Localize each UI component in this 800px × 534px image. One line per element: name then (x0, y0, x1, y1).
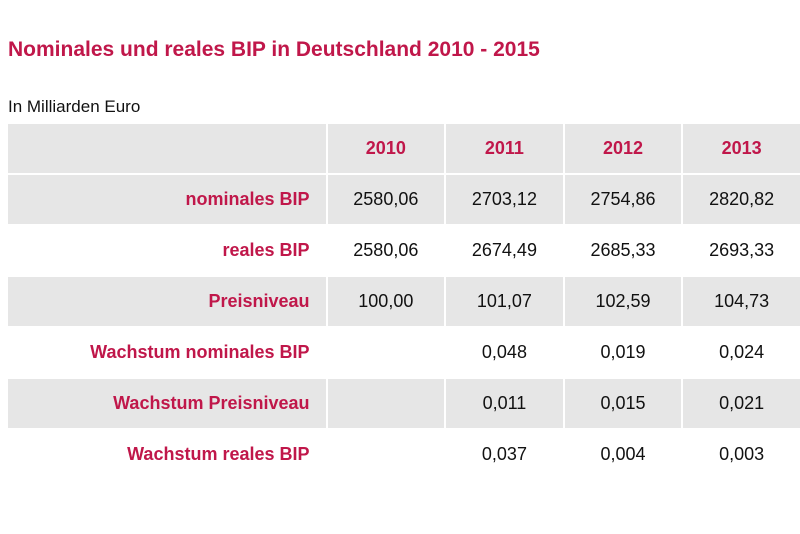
row-label: Wachstum Preisniveau (8, 379, 326, 428)
table-cell: 0,048 (481, 342, 527, 362)
table-cell: 2580,06 (353, 240, 419, 260)
page-title: Nominales und reales BIP in Deutschland … (8, 38, 540, 61)
table-subtitle: In Milliarden Euro (8, 97, 141, 116)
table-cell (328, 328, 445, 377)
table-cell: 0,015 (564, 379, 682, 428)
table-cell: 0,024 (719, 342, 765, 362)
table-cell: 0,003 (719, 444, 765, 464)
row-label: Wachstum reales BIP (127, 444, 310, 464)
table-cell: 2674,49 (471, 240, 537, 260)
table-cell: 0,037 (481, 444, 527, 464)
table-cell: 2820,82 (683, 175, 800, 224)
table-cell: 2754,86 (564, 175, 682, 224)
table-cell: 102,59 (564, 277, 682, 326)
table-cell: 2685,33 (590, 240, 656, 260)
table-cell: 0,019 (600, 342, 646, 362)
table-cell: 100,00 (327, 277, 445, 326)
table-cell: 2693,33 (709, 240, 775, 260)
row-label: reales BIP (222, 240, 310, 260)
table-header-row: 2010 2011 2012 2013 (8, 124, 800, 173)
table-row: Wachstum reales BIP 0,037 0,004 0,003 (8, 430, 800, 479)
table-cell (328, 430, 445, 479)
table-cell: 2580,06 (327, 175, 445, 224)
table-row: Wachstum Preisniveau 0,011 0,015 0,021 (8, 379, 800, 428)
row-label: Preisniveau (8, 277, 326, 326)
table-cell (327, 379, 445, 428)
column-header: 2010 (327, 124, 445, 173)
table-cell: 101,07 (446, 277, 563, 326)
table-row: nominales BIP 2580,06 2703,12 2754,86 2820,8… (8, 175, 800, 224)
table-row: reales BIP 2580,06 2674,49 2685,33 2693,33 (8, 226, 800, 275)
header-empty-cell (8, 124, 326, 173)
table-cell: 0,011 (446, 379, 563, 428)
column-header: 2013 (683, 124, 800, 173)
table-row: Wachstum nominales BIP 0,048 0,019 0,024 (8, 328, 800, 377)
column-header: 2012 (564, 124, 682, 173)
table-cell: 0,021 (683, 379, 800, 428)
table-cell: 104,73 (683, 277, 800, 326)
table-cell: 2703,12 (446, 175, 563, 224)
gdp-table: 2010 2011 2012 2013 nominales BIP 2580,06… (6, 122, 800, 481)
row-label: nominales BIP (8, 175, 326, 224)
row-label: Wachstum nominales BIP (90, 342, 310, 362)
table-row: Preisniveau 100,00 101,07 102,59 104,73 (8, 277, 800, 326)
column-header: 2011 (446, 124, 563, 173)
table-cell: 0,004 (600, 444, 646, 464)
